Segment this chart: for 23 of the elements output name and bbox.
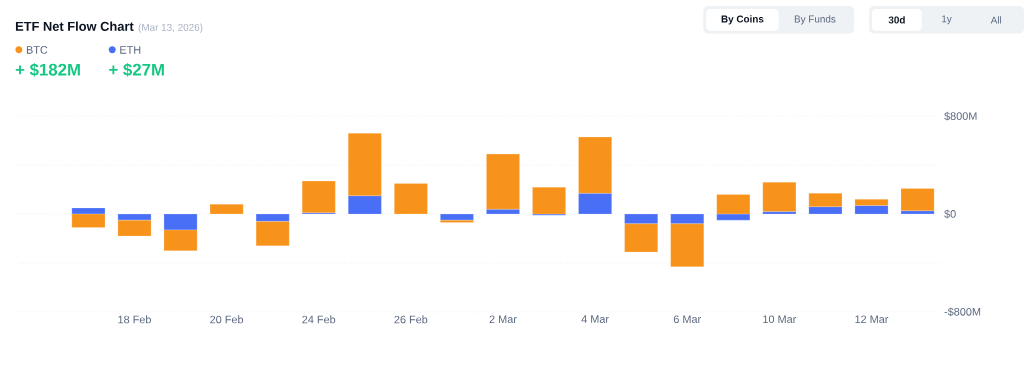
text: 1y [942, 15, 952, 25]
x-tick-label: 20 Feb [210, 315, 244, 324]
x-tick-label: 18 Feb [118, 315, 151, 324]
chart-title: ETF Net Flow Chart [15, 21, 134, 31]
y-tick-label: -$800M [944, 307, 981, 317]
x-tick-label: 6 Mar [673, 315, 701, 323]
text: By Coins [721, 15, 764, 25]
legend-label: ETH [120, 45, 141, 54]
x-tick-label: 26 Feb [394, 315, 428, 324]
text: 30d [888, 15, 905, 24]
x-tick-label: 4 Mar [581, 315, 609, 323]
text: + $27M [109, 62, 164, 77]
text: By Funds [794, 15, 836, 25]
text: All [990, 16, 1002, 24]
x-tick-label: 2 Mar [489, 315, 517, 323]
x-tick-label: 12 Mar [855, 315, 889, 323]
chart-subtitle: (Mar 13, 2026) [138, 23, 203, 33]
x-tick-label: 10 Mar [763, 315, 797, 323]
y-tick-label: $0 [944, 209, 956, 219]
x-tick-label: 24 Feb [302, 315, 336, 324]
legend-label: BTC [26, 45, 48, 54]
y-tick-label: $800M [944, 111, 977, 121]
text: + $182M [15, 62, 80, 77]
